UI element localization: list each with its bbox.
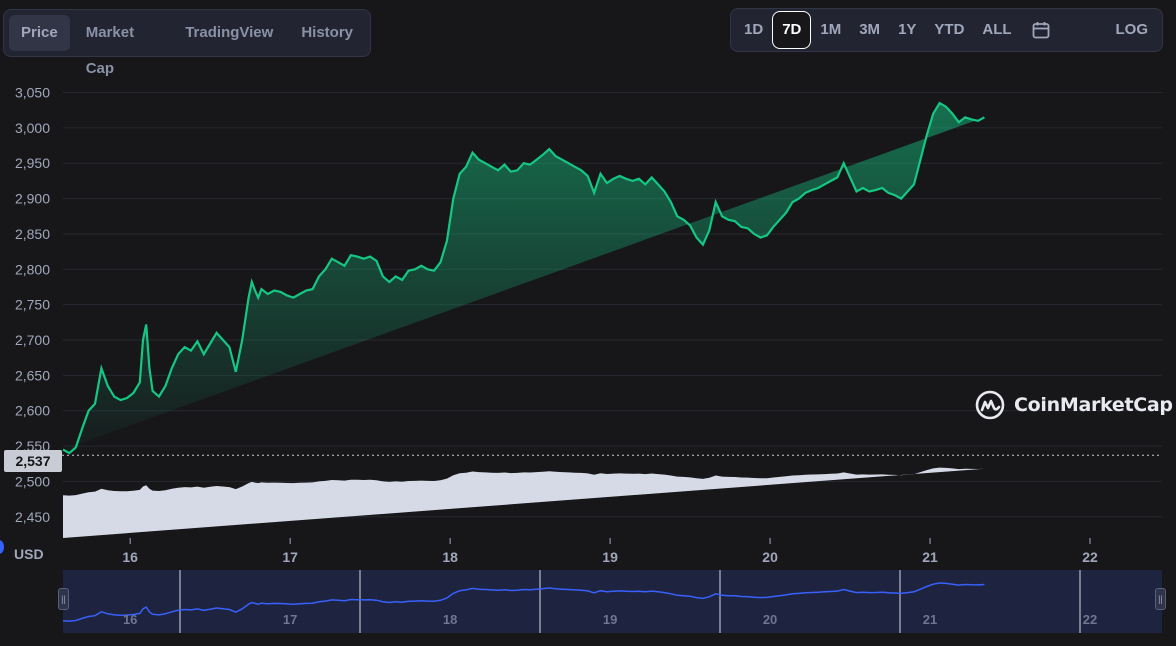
range-all-button[interactable]: ALL [982, 21, 1012, 38]
navigator-right-handle[interactable]: || [1155, 588, 1166, 610]
x-tick-label: 22 [1082, 549, 1098, 565]
range-1m-button[interactable]: 1M [820, 21, 842, 38]
range-3m-button[interactable]: 3M [859, 21, 881, 38]
navigator-tick-label: 20 [763, 612, 777, 627]
x-tick-label: 18 [442, 549, 458, 565]
range-1d-button[interactable]: 1D [744, 21, 764, 38]
tab-history[interactable]: History [301, 24, 353, 41]
x-tick-label: 21 [922, 549, 938, 565]
navigator-tick-label: 21 [923, 612, 937, 627]
coinmarketcap-logo-icon [975, 390, 1005, 420]
y-tick-label: 2,800 [15, 261, 50, 277]
y-tick-label: 2,750 [15, 297, 50, 313]
navigator-panel [63, 570, 1162, 633]
y-tick-label: 2,700 [15, 332, 50, 348]
range-1y-button[interactable]: 1Y [898, 21, 917, 38]
navigator-tick-label: 17 [283, 612, 297, 627]
navigator-tick-label: 16 [123, 612, 137, 627]
navigator-line [62, 582, 985, 622]
x-tick-label: 20 [762, 549, 778, 565]
range-tabs: 1D 7D 1M 3M 1Y YTD ALL LOG [730, 8, 1163, 52]
view-tabs: Price Market Cap TradingView History [3, 9, 371, 77]
x-tick-label: 17 [282, 549, 298, 565]
watermark: CoinMarketCap [974, 389, 1173, 421]
navigator-tick-label: 19 [603, 612, 617, 627]
tab-market-cap[interactable]: Market Cap [85, 24, 135, 77]
y-tick-label: 2,500 [15, 473, 50, 489]
price-line [62, 101, 985, 455]
navigator-tick-label: 22 [1083, 612, 1097, 627]
tab-tradingview[interactable]: TradingView [185, 24, 274, 41]
y-tick-label: 3,050 [15, 85, 50, 101]
price-area [63, 103, 985, 454]
y-tick-label: 2,600 [15, 403, 50, 419]
x-tick-label: 19 [602, 549, 618, 565]
volume-area [63, 467, 985, 538]
watermark-text: CoinMarketCap [1014, 394, 1173, 416]
x-tick-label: 16 [122, 549, 138, 565]
tab-price[interactable]: Price [9, 15, 70, 51]
navigator-tick-label: 18 [443, 612, 457, 627]
log-scale-button[interactable]: LOG [1115, 21, 1149, 38]
currency-label: USD [14, 546, 44, 562]
calendar-icon[interactable] [1021, 11, 1061, 49]
y-tick-label: 2,850 [15, 226, 50, 242]
indicator-dot [0, 540, 4, 554]
range-ytd-button[interactable]: YTD [934, 21, 965, 38]
y-tick-label: 2,950 [15, 155, 50, 171]
y-tick-label: 2,450 [15, 509, 50, 525]
range-7d-button[interactable]: 7D [772, 11, 812, 49]
y-tick-label: 3,000 [15, 120, 50, 136]
current-price-tag: 2,537 [4, 450, 62, 472]
navigator-left-handle[interactable]: || [58, 588, 69, 610]
y-tick-label: 2,650 [15, 367, 50, 383]
y-tick-label: 2,900 [15, 191, 50, 207]
